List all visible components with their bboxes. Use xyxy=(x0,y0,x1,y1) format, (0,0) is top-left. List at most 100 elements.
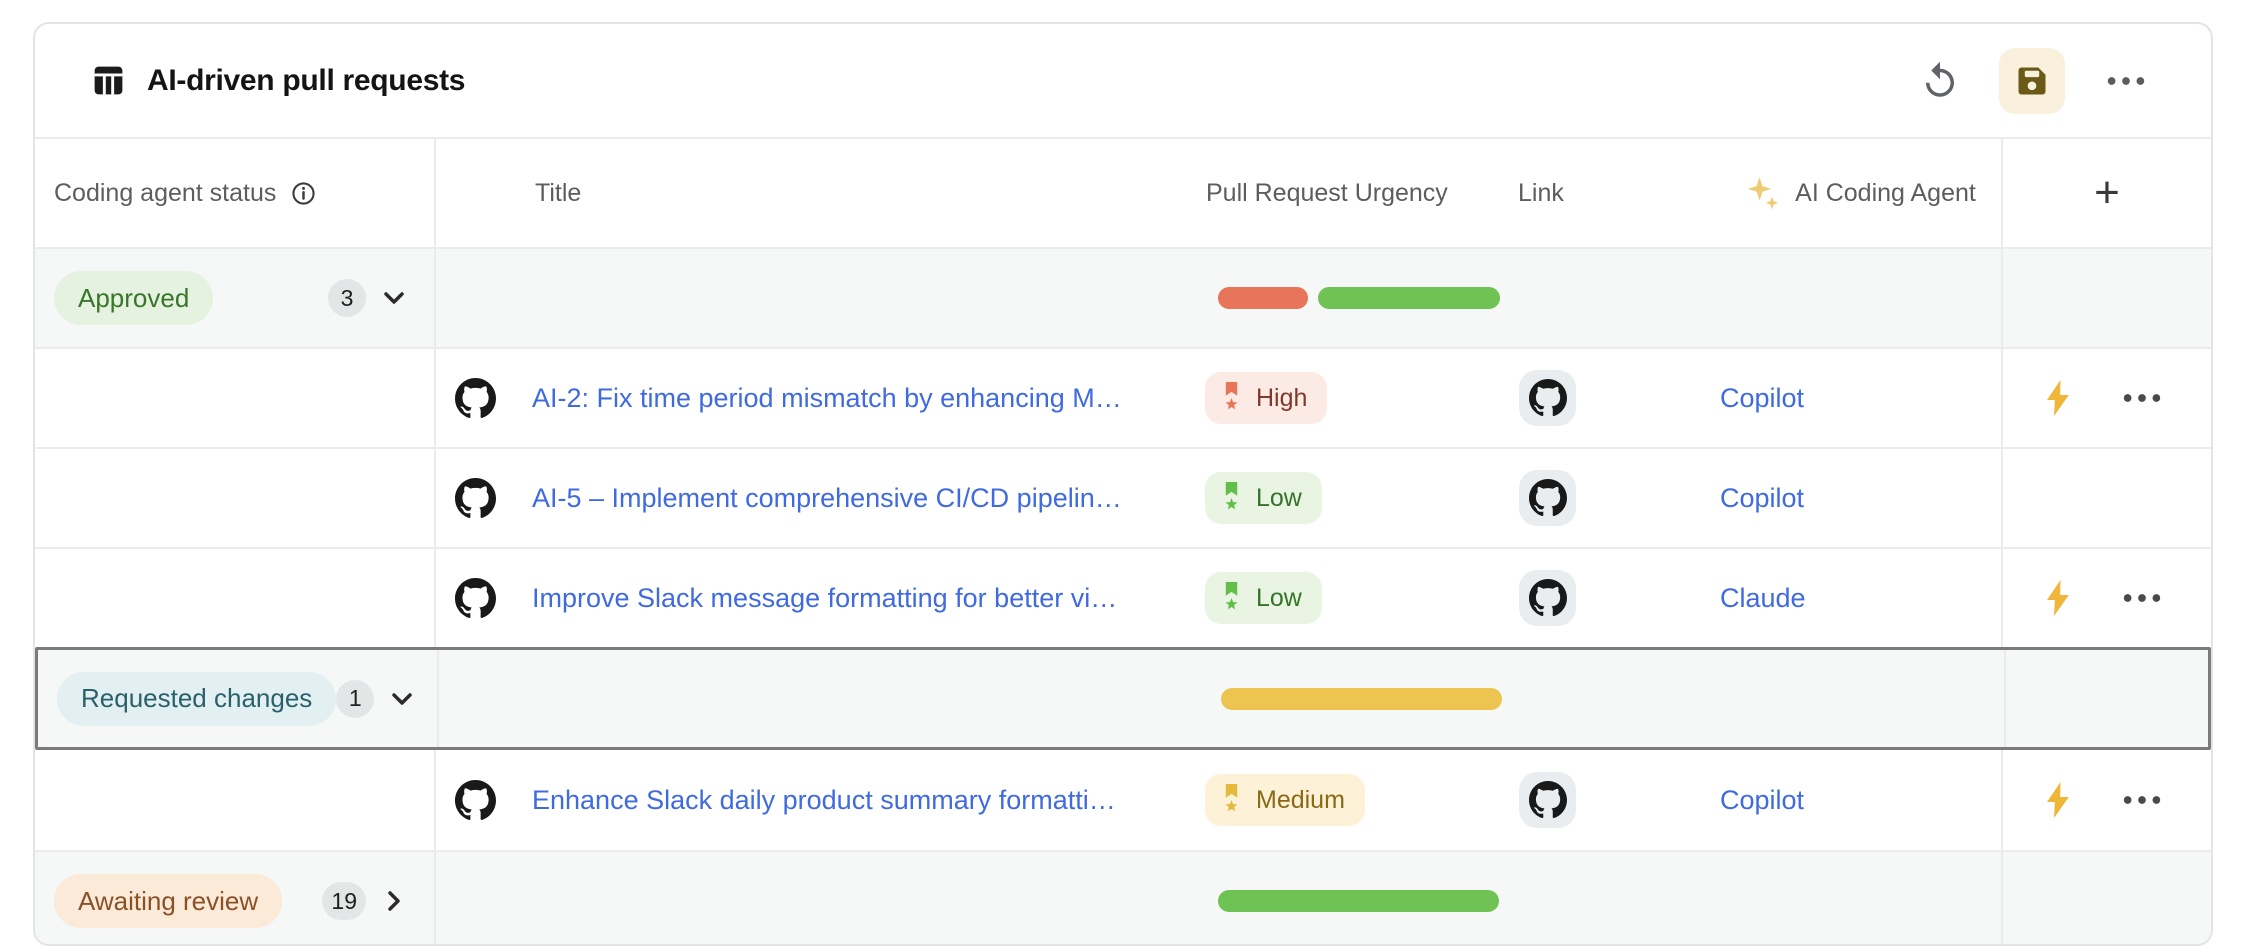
group-empty-cell xyxy=(436,852,1192,944)
github-link-chip[interactable] xyxy=(1519,772,1576,828)
group-status-cell: Awaiting review 19 xyxy=(35,852,436,944)
table-row: AI-5 – Implement comprehensive CI/CD pip… xyxy=(35,447,2211,547)
column-header-link[interactable]: Link xyxy=(1502,139,1704,247)
row-title-cell[interactable]: AI-5 – Implement comprehensive CI/CD pip… xyxy=(436,449,1192,547)
agent-link[interactable]: Claude xyxy=(1720,582,1806,613)
summary-bar-low xyxy=(1218,890,1499,912)
group-empty-cell xyxy=(1704,249,2001,347)
more-options-button[interactable] xyxy=(2103,58,2149,104)
page-title: AI-driven pull requests xyxy=(147,63,466,97)
row-urgency-cell[interactable]: Medium xyxy=(1192,750,1502,850)
row-status-cell[interactable] xyxy=(35,349,436,447)
row-agent-cell: Copilot xyxy=(1704,449,2001,547)
pr-title-link[interactable]: Improve Slack message formatting for bet… xyxy=(532,582,1118,613)
agent-link[interactable]: Copilot xyxy=(1720,382,1805,413)
row-agent-cell: Copilot xyxy=(1704,349,2001,447)
group-row-requested-changes[interactable]: Requested changes 1 xyxy=(35,647,2211,750)
agent-link[interactable]: Copilot xyxy=(1720,482,1805,513)
row-status-cell[interactable] xyxy=(35,750,436,850)
titlebar: AI-driven pull requests xyxy=(35,24,2211,137)
row-link-cell xyxy=(1502,449,1704,547)
column-header-status-label: Coding agent status xyxy=(54,178,277,207)
row-title-cell[interactable]: Enhance Slack daily product summary form… xyxy=(436,750,1192,850)
column-header-link-label: Link xyxy=(1518,178,1564,207)
more-ellipsis-icon xyxy=(2103,58,2149,104)
group-count-badge: 1 xyxy=(336,679,375,718)
row-more-icon[interactable] xyxy=(2119,777,2165,823)
group-urgency-summary xyxy=(1195,650,1505,747)
group-empty-cell xyxy=(439,650,1195,747)
table-row: Improve Slack message formatting for bet… xyxy=(35,547,2211,647)
medal-icon xyxy=(1220,382,1243,414)
row-actions-cell xyxy=(2001,549,2211,647)
undo-icon xyxy=(1919,60,1961,102)
urgency-summary-bars xyxy=(1205,287,1500,309)
row-urgency-cell[interactable]: Low xyxy=(1192,449,1502,547)
urgency-badge[interactable]: Low xyxy=(1205,572,1322,624)
summary-bar-medium xyxy=(1221,687,1502,710)
group-empty-cell xyxy=(1704,852,2001,944)
row-urgency-cell[interactable]: High xyxy=(1192,349,1502,447)
github-icon xyxy=(1529,781,1567,819)
column-header-status[interactable]: Coding agent status xyxy=(35,139,436,247)
github-icon xyxy=(455,578,496,619)
row-link-cell xyxy=(1502,750,1704,850)
column-header-agent[interactable]: AI Coding Agent xyxy=(1704,139,2001,247)
pr-title-link[interactable]: AI-5 – Implement comprehensive CI/CD pip… xyxy=(532,482,1122,513)
group-row-awaiting-review[interactable]: Awaiting review 19 xyxy=(35,850,2211,944)
row-more-icon[interactable] xyxy=(2119,375,2165,421)
plus-icon: + xyxy=(2094,168,2120,217)
add-field-button[interactable]: + xyxy=(2001,139,2211,247)
column-header-urgency-label: Pull Request Urgency xyxy=(1206,178,1448,207)
pr-title-link[interactable]: AI-2: Fix time period mismatch by enhanc… xyxy=(532,382,1122,413)
row-actions-cell xyxy=(2001,449,2211,547)
chevron-right-icon[interactable] xyxy=(378,885,410,917)
medal-icon xyxy=(1220,582,1243,614)
urgency-badge[interactable]: High xyxy=(1205,372,1328,424)
titlebar-actions xyxy=(1919,47,2149,114)
titlebar-left: AI-driven pull requests xyxy=(90,62,465,99)
column-header-urgency[interactable]: Pull Request Urgency xyxy=(1192,139,1502,247)
row-status-cell[interactable] xyxy=(35,449,436,547)
status-pill[interactable]: Approved xyxy=(54,271,214,325)
info-icon[interactable] xyxy=(290,180,317,207)
undo-button[interactable] xyxy=(1919,60,1961,102)
group-empty-cell xyxy=(436,249,1192,347)
row-agent-cell: Claude xyxy=(1704,549,2001,647)
lightning-icon[interactable] xyxy=(2039,780,2079,820)
group-row-approved[interactable]: Approved 3 xyxy=(35,247,2211,347)
group-empty-cell xyxy=(2001,249,2211,347)
chevron-down-icon[interactable] xyxy=(378,282,410,314)
lightning-icon[interactable] xyxy=(2039,578,2079,618)
lightning-icon[interactable] xyxy=(2039,378,2079,418)
github-icon xyxy=(1529,579,1567,617)
group-count-badge: 19 xyxy=(322,882,366,920)
urgency-summary-bars xyxy=(1205,890,1499,912)
urgency-badge[interactable]: Low xyxy=(1205,472,1322,524)
save-button[interactable] xyxy=(1999,47,2065,114)
chevron-down-icon[interactable] xyxy=(386,683,418,715)
column-header-title[interactable]: Title xyxy=(436,139,1192,247)
status-pill[interactable]: Requested changes xyxy=(57,671,337,726)
github-icon xyxy=(1529,379,1567,417)
github-link-chip[interactable] xyxy=(1519,470,1576,526)
group-empty-cell xyxy=(1505,650,1707,747)
urgency-badge[interactable]: Medium xyxy=(1205,774,1365,826)
row-more-icon[interactable] xyxy=(2119,575,2165,621)
row-status-cell[interactable] xyxy=(35,549,436,647)
summary-bar-low xyxy=(1318,287,1500,309)
pr-title-link[interactable]: Enhance Slack daily product summary form… xyxy=(532,784,1116,815)
group-empty-cell xyxy=(1502,249,1704,347)
github-link-chip[interactable] xyxy=(1519,370,1576,426)
github-link-chip[interactable] xyxy=(1519,570,1576,626)
row-title-cell[interactable]: AI-2: Fix time period mismatch by enhanc… xyxy=(436,349,1192,447)
medal-icon xyxy=(1220,784,1243,816)
status-pill[interactable]: Awaiting review xyxy=(54,874,283,928)
column-header-agent-label: AI Coding Agent xyxy=(1795,178,1976,207)
row-title-cell[interactable]: Improve Slack message formatting for bet… xyxy=(436,549,1192,647)
row-agent-cell: Copilot xyxy=(1704,750,2001,850)
agent-link[interactable]: Copilot xyxy=(1720,784,1805,815)
row-urgency-cell[interactable]: Low xyxy=(1192,549,1502,647)
group-count-badge: 3 xyxy=(328,279,366,317)
row-actions-cell xyxy=(2001,349,2211,447)
